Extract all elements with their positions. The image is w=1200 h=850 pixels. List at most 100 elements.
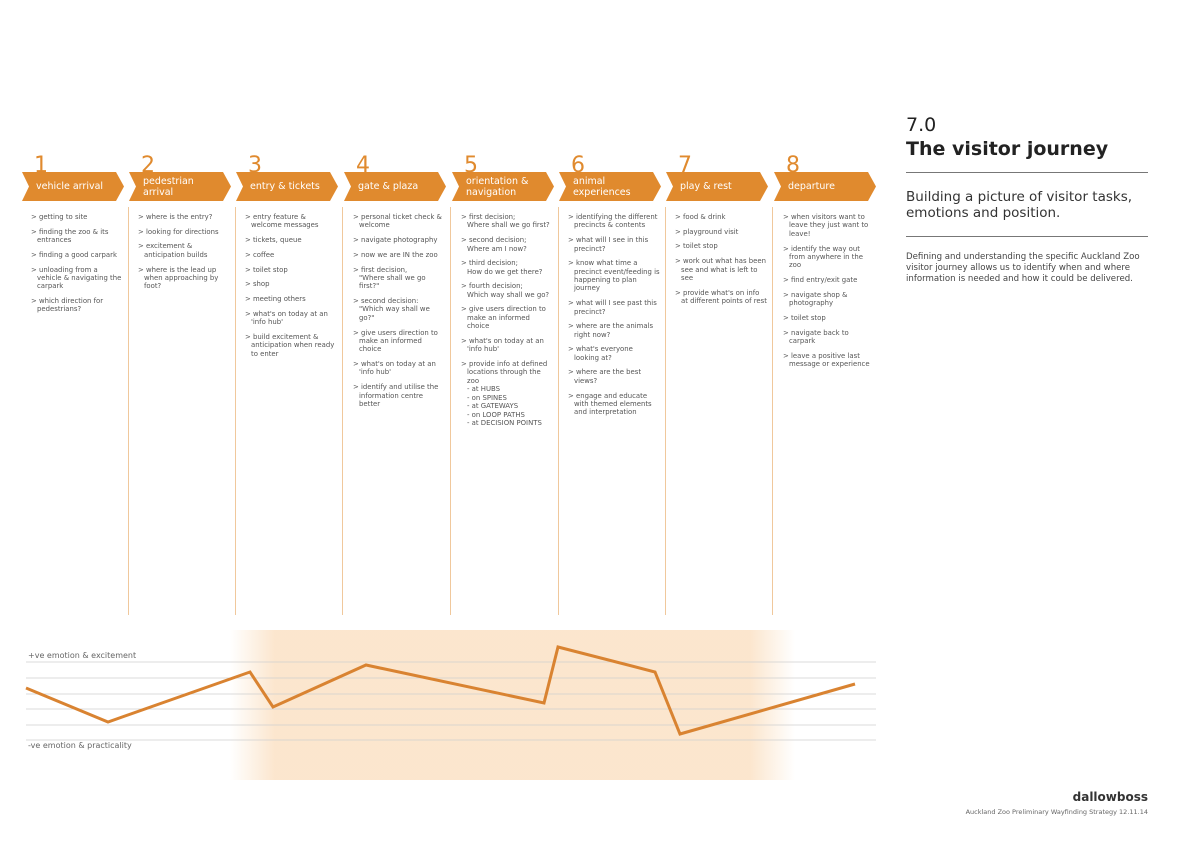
stage-number: 7: [678, 153, 692, 178]
task-item: meeting others: [245, 295, 337, 303]
emotion-highlight: [230, 630, 795, 780]
task-item: work out what has been see and what is l…: [675, 257, 767, 282]
stage-divider: [128, 207, 129, 615]
task-item: give users direction to make an informed…: [353, 329, 445, 354]
stage-task-list: getting to site finding the zoo & its ent…: [31, 213, 123, 320]
task-item: what's on today at an 'info hub': [461, 337, 553, 354]
stage-task-list: identifying the different precincts & co…: [568, 213, 660, 423]
task-item: first decision, "Where shall we go first…: [353, 266, 445, 291]
task-item: excitement & anticipation builds: [138, 242, 230, 259]
stage-number: 8: [786, 153, 800, 178]
task-item: where is the lead up when approaching by…: [138, 266, 230, 291]
stage-task-list: personal ticket check & welcome navigate …: [353, 213, 445, 415]
task-item: toilet stop: [675, 242, 767, 250]
stage-divider: [342, 207, 343, 615]
stage-arrow: entry & tickets: [236, 172, 338, 201]
task-item: personal ticket check & welcome: [353, 213, 445, 230]
emotion-gridlines: [26, 661, 876, 741]
stage-label: orientation & navigation: [466, 175, 529, 198]
task-item: where is the entry?: [138, 213, 230, 221]
stage-label: pedestrian arrival: [143, 175, 194, 198]
stage-arrow: gate & plaza: [344, 172, 446, 201]
subtitle-divider: [906, 236, 1148, 237]
task-item: entry feature & welcome messages: [245, 213, 337, 230]
task-item: what's on today at an 'info hub': [353, 360, 445, 377]
footer-text: Auckland Zoo Preliminary Wayfinding Stra…: [965, 808, 1148, 816]
task-item: navigate photography: [353, 236, 445, 244]
task-item: when visitors want to leave they just wa…: [783, 213, 875, 238]
stage-number: 5: [464, 153, 478, 178]
task-item: toilet stop: [783, 314, 875, 322]
task-item: leave a positive last message or experie…: [783, 352, 875, 369]
stage-task-list: where is the entry? looking for direction…: [138, 213, 230, 297]
task-item: what will I see in this precinct?: [568, 236, 660, 253]
brand-logo: dallowboss: [1072, 790, 1148, 804]
title-divider: [906, 172, 1148, 173]
task-item: what's on today at an 'info hub': [245, 310, 337, 327]
stage-divider: [665, 207, 666, 615]
stage-task-list: food & drink playground visit toilet stop w…: [675, 213, 767, 312]
description: Defining and understanding the specific …: [906, 252, 1140, 284]
task-item: getting to site: [31, 213, 123, 221]
stage-label: departure: [788, 181, 835, 192]
title-block: 7.0 The visitor journey: [906, 113, 1148, 161]
stage-divider: [235, 207, 236, 615]
task-item: what's everyone looking at?: [568, 345, 660, 362]
task-item: identifying the different precincts & co…: [568, 213, 660, 230]
stage-arrow: play & rest: [666, 172, 768, 201]
stage-task-list: first decision; Where shall we go first?…: [461, 213, 553, 434]
stage-task-list: entry feature & welcome messages tickets,…: [245, 213, 337, 364]
emotion-chart-svg: [25, 630, 876, 780]
task-item: second decision; Where am I now?: [461, 236, 553, 253]
task-item: where are the animals right now?: [568, 322, 660, 339]
task-item: which direction for pedestrians?: [31, 297, 123, 314]
stage-number: 3: [248, 153, 262, 178]
section-number: 7.0: [906, 114, 937, 136]
stage-label: entry & tickets: [250, 181, 320, 192]
task-item: first decision; Where shall we go first?: [461, 213, 553, 230]
task-item: shop: [245, 280, 337, 288]
emotion-line: [25, 645, 856, 736]
stage-number: 1: [34, 153, 48, 178]
task-item: toilet stop: [245, 266, 337, 274]
stage-arrow: pedestrian arrival: [129, 172, 231, 201]
page-title: The visitor journey: [906, 138, 1109, 160]
stage-number: 6: [571, 153, 585, 178]
task-item: know what time a precinct event/feeding …: [568, 259, 660, 293]
task-item: find entry/exit gate: [783, 276, 875, 284]
positive-emotion-label: +ve emotion & excitement: [28, 651, 137, 660]
task-item: looking for directions: [138, 228, 230, 236]
task-item: engage and educate with themed elements …: [568, 392, 660, 417]
task-item: build excitement & anticipation when rea…: [245, 333, 337, 358]
task-item: where are the best views?: [568, 368, 660, 385]
task-item: now we are IN the zoo: [353, 251, 445, 259]
task-item: navigate shop & photography: [783, 291, 875, 308]
subtitle: Building a picture of visitor tasks, emo…: [906, 189, 1133, 221]
task-item: finding the zoo & its entrances: [31, 228, 123, 245]
stage-arrow: departure: [774, 172, 876, 201]
task-item: tickets, queue: [245, 236, 337, 244]
task-item: identify the way out from anywhere in th…: [783, 245, 875, 270]
negative-emotion-label: -ve emotion & practicality: [28, 741, 132, 750]
task-item: food & drink: [675, 213, 767, 221]
task-item: identify and utilise the information cen…: [353, 383, 445, 408]
task-item: coffee: [245, 251, 337, 259]
stage-divider: [772, 207, 773, 615]
emotion-chart: +ve emotion & excitement -ve emotion & p…: [0, 625, 900, 785]
stage-number: 2: [141, 153, 155, 178]
stage-label: gate & plaza: [358, 181, 419, 192]
task-item: navigate back to carpark: [783, 329, 875, 346]
task-item: fourth decision; Which way shall we go?: [461, 282, 553, 299]
task-item: provide info at defined locations throug…: [461, 360, 553, 427]
stage-divider: [558, 207, 559, 615]
stage-task-list: when visitors want to leave they just wa…: [783, 213, 875, 375]
stage-arrow: animal experiences: [559, 172, 661, 201]
task-item: finding a good carpark: [31, 251, 123, 259]
stage-label: animal experiences: [573, 175, 631, 198]
task-item: give users direction to make an informed…: [461, 305, 553, 330]
task-item: second decision: "Which way shall we go?…: [353, 297, 445, 322]
stage-divider: [450, 207, 451, 615]
task-item: unloading from a vehicle & navigating th…: [31, 266, 123, 291]
stage-label: vehicle arrival: [36, 181, 104, 192]
task-item: what will I see past this precinct?: [568, 299, 660, 316]
